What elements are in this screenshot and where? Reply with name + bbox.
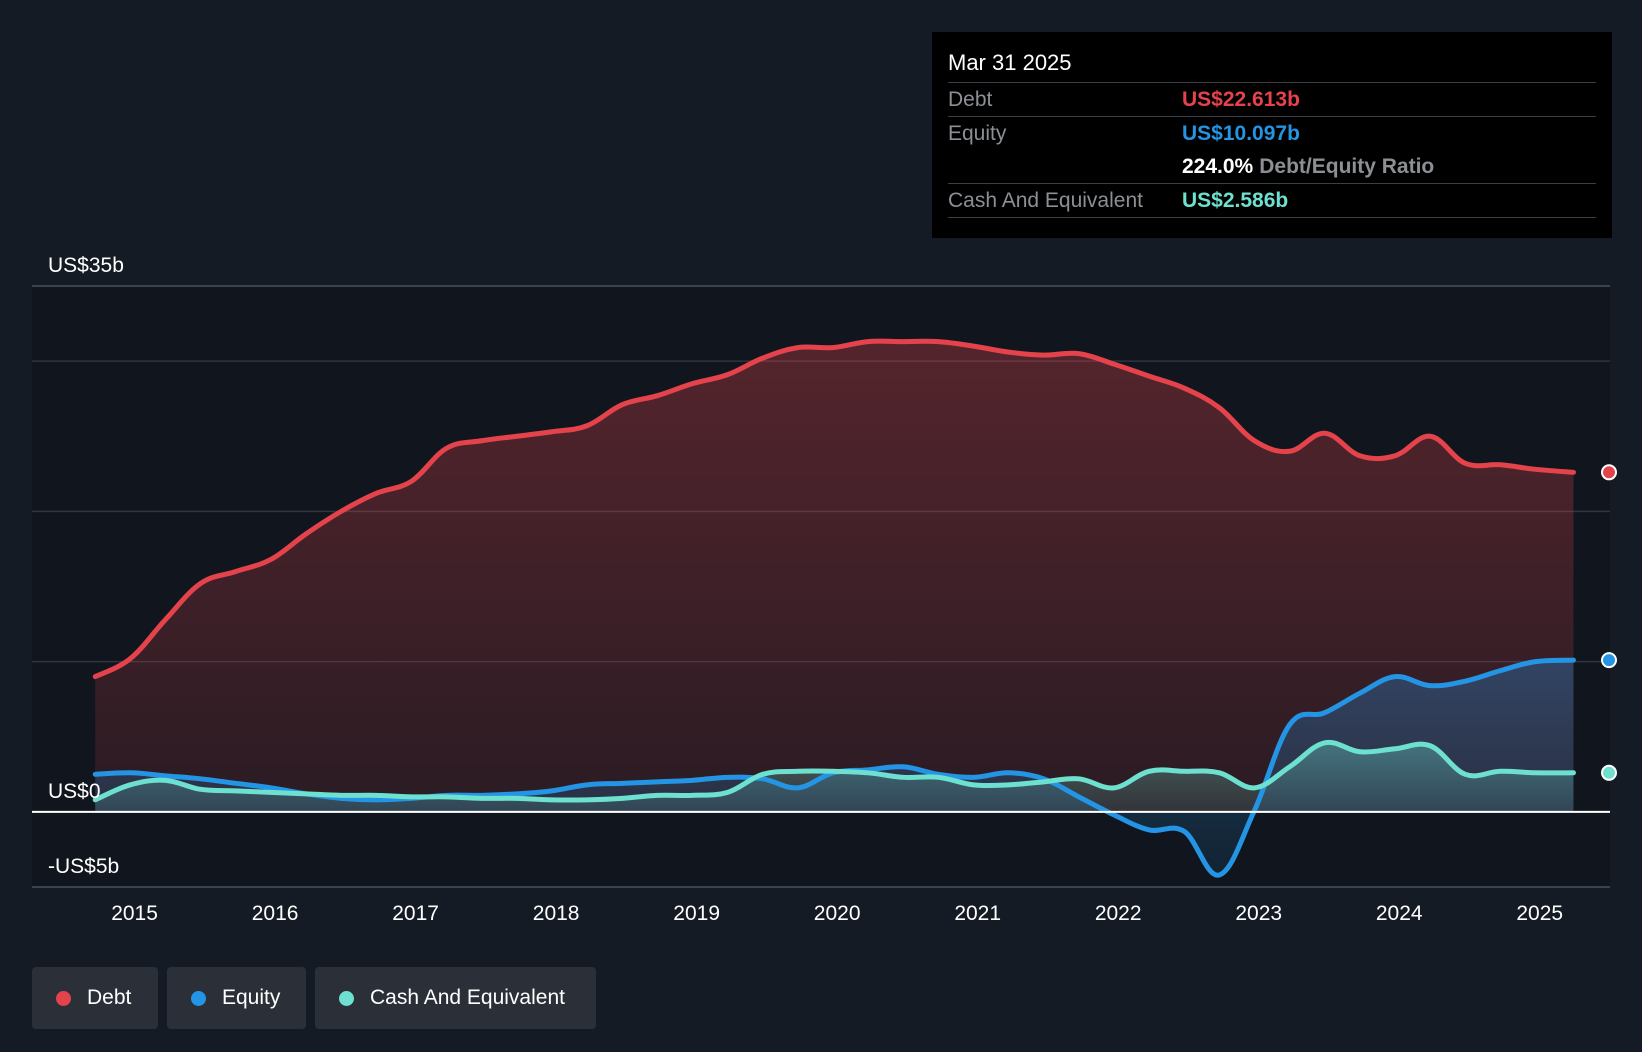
debt-line[interactable]	[92, 338, 1576, 680]
x-tick-label: 2020	[814, 902, 861, 925]
equity-end-dot	[1601, 652, 1617, 669]
tooltip-cash-label: Cash And Equivalent	[948, 189, 1143, 212]
tooltip-cash-row: Cash And Equivalent US$2.586b	[948, 184, 1596, 218]
y-tick-label: -US$5b	[48, 855, 119, 878]
cash-dot-icon	[339, 990, 354, 1006]
debt-end-dot	[1601, 464, 1617, 481]
legend: Debt Equity Cash And Equivalent	[32, 967, 596, 1029]
axes: US$35b US$0 -US$5b 2015 2016 2017 2018 2019 2020…	[32, 254, 1610, 925]
tooltip-panel: Mar 31 2025 Debt US$22.613b Equity US$10…	[932, 32, 1612, 238]
tooltip-ratio-label: Debt/Equity Ratio	[1259, 155, 1435, 178]
x-tick-label: 2024	[1376, 902, 1423, 925]
x-tick-label: 2021	[954, 902, 1001, 925]
cash-area	[95, 742, 1574, 812]
series-end-markers	[1601, 464, 1617, 781]
legend-item-debt[interactable]: Debt	[32, 967, 158, 1029]
x-tick-label: 2018	[533, 902, 580, 925]
tooltip-cash-value: US$2.586b	[1182, 189, 1289, 212]
x-tick-label: 2015	[111, 902, 158, 925]
tooltip-equity-row: Equity US$10.097b	[948, 117, 1596, 150]
legend-cash-label: Cash And Equivalent	[370, 986, 565, 1009]
legend-item-equity[interactable]: Equity	[167, 967, 306, 1029]
y-tick-label: US$0	[48, 780, 101, 803]
equity-dot-icon	[191, 990, 206, 1006]
tooltip-debt-label: Debt	[948, 88, 993, 111]
x-tick-label: 2017	[392, 902, 439, 925]
tooltip-equity-label: Equity	[948, 122, 1007, 145]
series-areas	[95, 341, 1574, 876]
x-tick-label: 2019	[673, 902, 720, 925]
debt-dot-icon	[56, 990, 71, 1006]
tooltip-date: Mar 31 2025	[948, 48, 1596, 83]
x-tick-label: 2025	[1516, 902, 1563, 925]
tooltip-equity-value: US$10.097b	[1182, 122, 1300, 145]
series-lines[interactable]	[92, 338, 1576, 878]
legend-equity-label: Equity	[222, 986, 281, 1009]
cash-line[interactable]	[92, 739, 1576, 803]
x-tick-label: 2022	[1095, 902, 1142, 925]
x-tick-label: 2023	[1235, 902, 1282, 925]
tooltip-debt-value: US$22.613b	[1182, 88, 1300, 111]
debt-area	[95, 341, 1574, 812]
equity-area	[95, 660, 1574, 876]
x-tick-label: 2016	[252, 902, 299, 925]
y-tick-label: US$35b	[48, 254, 124, 277]
tooltip-ratio-spacer	[948, 150, 1182, 183]
tooltip-ratio-row: 224.0% Debt/Equity Ratio	[948, 150, 1596, 184]
cash-end-dot	[1601, 764, 1617, 781]
legend-item-cash[interactable]: Cash And Equivalent	[315, 967, 596, 1029]
tooltip-ratio-value: 224.0%	[1182, 155, 1254, 178]
legend-debt-label: Debt	[87, 986, 132, 1009]
tooltip-debt-row: Debt US$22.613b	[948, 83, 1596, 117]
